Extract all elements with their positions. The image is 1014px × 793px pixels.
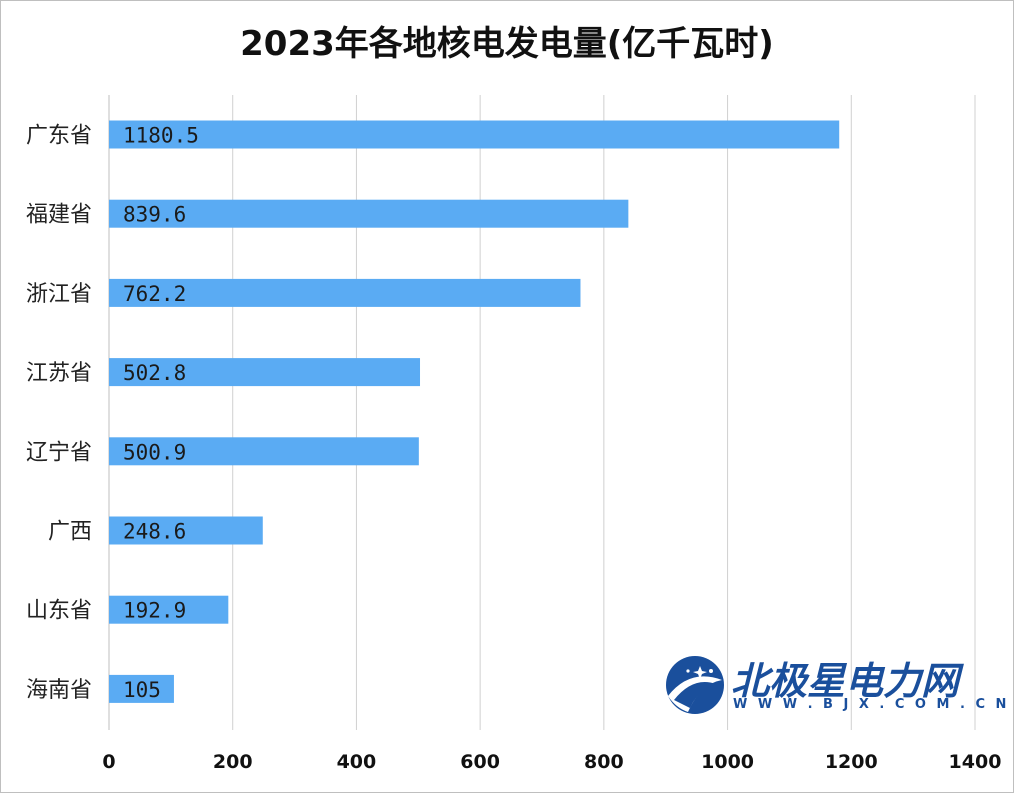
bar-4 xyxy=(109,437,419,466)
x-tick-label-2: 400 xyxy=(337,751,377,773)
watermark-brand: 北极星电力网 xyxy=(731,659,964,703)
data-label-7: 105 xyxy=(123,678,161,702)
x-tick-label-1: 200 xyxy=(213,751,253,773)
x-tick-label-3: 600 xyxy=(460,751,500,773)
data-label-5: 248.6 xyxy=(123,520,186,544)
category-label-4: 辽宁省 xyxy=(26,440,92,465)
x-tick-label-6: 1200 xyxy=(825,751,878,773)
data-label-6: 192.9 xyxy=(123,599,186,623)
category-label-0: 广东省 xyxy=(26,124,92,149)
data-label-0: 1180.5 xyxy=(123,124,199,148)
x-tick-label-0: 0 xyxy=(102,751,115,773)
x-tick-label-4: 800 xyxy=(584,751,624,773)
bars xyxy=(109,120,840,703)
data-label-3: 502.8 xyxy=(123,361,186,385)
polaris-logo-icon xyxy=(666,656,724,714)
bar-5 xyxy=(109,516,263,545)
watermark-url: W W W . B J X . C O M . C N xyxy=(733,697,1009,712)
bar-3 xyxy=(109,358,421,387)
category-label-6: 山东省 xyxy=(26,599,92,624)
data-label-2: 762.2 xyxy=(123,282,186,306)
category-label-7: 海南省 xyxy=(26,678,92,703)
bar-6 xyxy=(109,595,229,624)
bar-7 xyxy=(109,674,174,703)
x-tick-label-7: 1400 xyxy=(949,751,1002,773)
category-label-2: 浙江省 xyxy=(26,282,92,307)
bar-2 xyxy=(109,278,581,307)
category-label-5: 广西 xyxy=(48,520,92,545)
category-label-3: 江苏省 xyxy=(26,361,92,386)
data-label-1: 839.6 xyxy=(123,203,186,227)
data-label-4: 500.9 xyxy=(123,440,186,464)
labels: 0 200 400 600 800 1000 1200 1400 广东省 1180.5 福建省 839… xyxy=(26,124,1001,774)
bar-0 xyxy=(109,120,840,149)
chart-title: 2023年各地核电发电量(亿千瓦时) xyxy=(240,24,774,64)
grid-lines xyxy=(108,95,976,730)
watermark: 北极星电力网 W W W . B J X . C O M . C N xyxy=(666,656,1009,714)
bar-1 xyxy=(109,199,629,228)
category-label-1: 福建省 xyxy=(26,203,92,228)
x-tick-label-5: 1000 xyxy=(701,751,754,773)
